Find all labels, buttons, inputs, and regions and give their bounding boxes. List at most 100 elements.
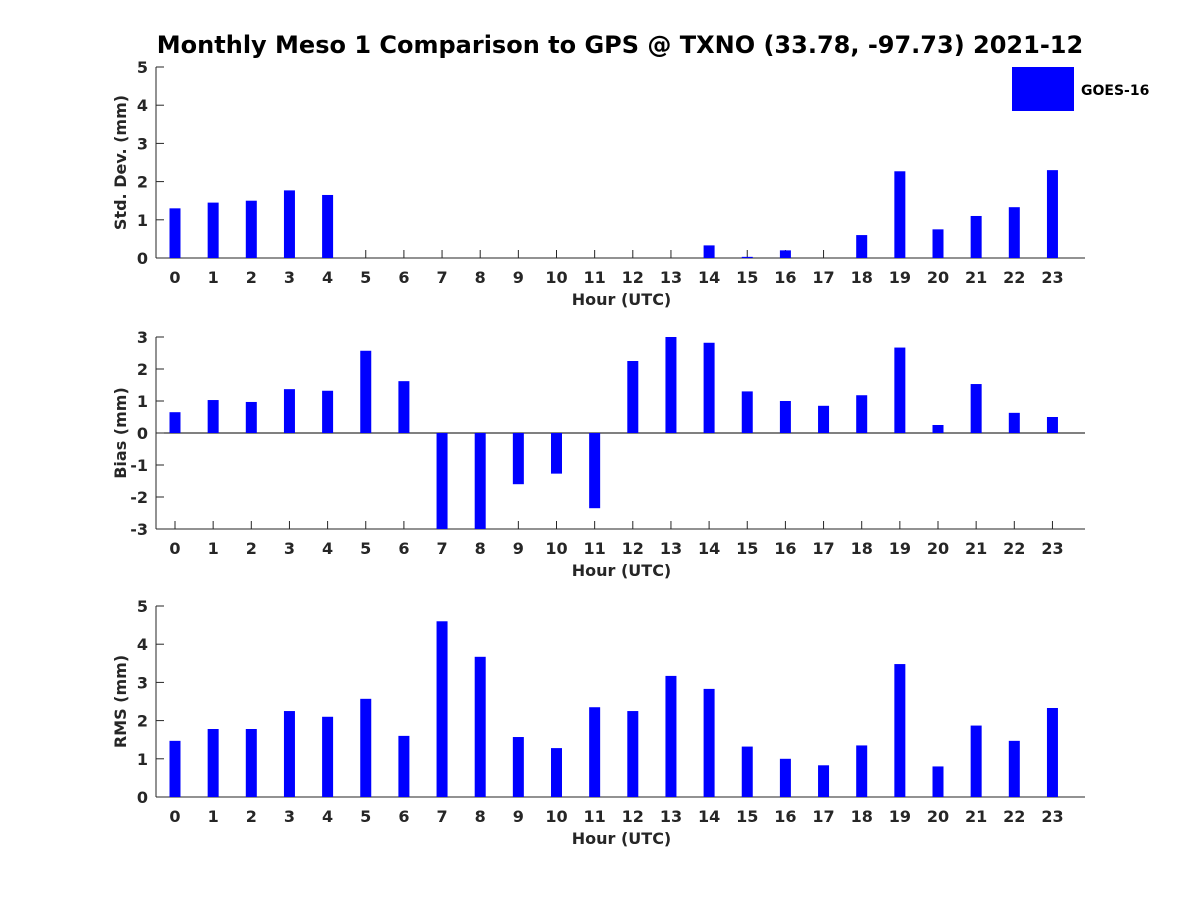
x-tick-label: 3 xyxy=(284,268,295,287)
bar-hour-17 xyxy=(818,765,830,797)
x-tick-label: 11 xyxy=(584,268,606,287)
y-tick-label: 1 xyxy=(137,211,148,230)
y-axis-label: Std. Dev. (mm) xyxy=(111,95,130,230)
bar-hour-14 xyxy=(703,342,715,433)
bar-hour-11 xyxy=(589,707,601,797)
chart-title: Monthly Meso 1 Comparison to GPS @ TXNO … xyxy=(157,31,1083,59)
y-tick-label: -3 xyxy=(130,520,148,539)
bar-hour-23 xyxy=(1046,417,1058,433)
x-tick-label: 10 xyxy=(545,539,567,558)
x-tick-label: 19 xyxy=(889,268,911,287)
bar-hour-22 xyxy=(1008,740,1020,797)
x-axis-label: Hour (UTC) xyxy=(572,829,672,848)
y-axis-label: Bias (mm) xyxy=(111,387,130,479)
x-tick-label: 23 xyxy=(1041,268,1063,287)
bar-hour-18 xyxy=(856,235,868,258)
x-tick-label: 11 xyxy=(584,807,606,826)
bar-hour-14 xyxy=(703,245,715,258)
bar-hour-21 xyxy=(970,215,982,258)
bar-hour-2 xyxy=(245,401,257,433)
bar-hour-16 xyxy=(779,401,791,433)
bar-hour-0 xyxy=(169,412,181,433)
bar-hour-10 xyxy=(551,748,562,797)
x-tick-label: 14 xyxy=(698,807,720,826)
bar-hour-17 xyxy=(818,405,830,433)
x-tick-label: 17 xyxy=(812,539,834,558)
x-tick-label: 4 xyxy=(322,539,333,558)
y-tick-label: 5 xyxy=(137,597,148,616)
bar-hour-4 xyxy=(322,390,334,433)
x-tick-label: 20 xyxy=(927,807,949,826)
bar-hour-18 xyxy=(856,395,868,433)
x-tick-label: 8 xyxy=(475,268,486,287)
x-tick-label: 16 xyxy=(774,539,796,558)
bar-hour-1 xyxy=(207,202,219,258)
x-tick-label: 9 xyxy=(513,539,524,558)
x-tick-label: 18 xyxy=(851,539,873,558)
x-tick-label: 3 xyxy=(284,539,295,558)
x-tick-label: 0 xyxy=(169,807,180,826)
x-tick-label: 19 xyxy=(889,539,911,558)
x-tick-label: 15 xyxy=(736,807,758,826)
bar-hour-22 xyxy=(1008,412,1020,433)
bar-hour-5 xyxy=(360,350,372,433)
bar-hour-20 xyxy=(932,766,944,797)
bar-hour-20 xyxy=(932,425,944,433)
x-tick-label: 21 xyxy=(965,807,987,826)
bar-hour-0 xyxy=(169,208,181,258)
x-tick-label: 12 xyxy=(622,539,644,558)
x-tick-label: 13 xyxy=(660,268,682,287)
x-tick-label: 0 xyxy=(169,539,180,558)
bar-hour-3 xyxy=(283,389,295,433)
bar-hour-21 xyxy=(970,384,982,433)
y-tick-label: 3 xyxy=(137,673,148,692)
x-tick-label: 17 xyxy=(812,807,834,826)
bar-hour-5 xyxy=(360,698,372,797)
bar-hour-1 xyxy=(207,729,219,797)
bar-hour-12 xyxy=(627,711,639,797)
x-tick-label: 8 xyxy=(475,539,486,558)
bar-hour-23 xyxy=(1046,170,1058,258)
x-tick-label: 1 xyxy=(208,268,219,287)
x-tick-label: 8 xyxy=(475,807,486,826)
legend: GOES-16 xyxy=(1012,67,1149,111)
bar-hour-16 xyxy=(779,250,791,258)
x-tick-label: 4 xyxy=(322,807,333,826)
x-tick-label: 7 xyxy=(436,539,447,558)
x-tick-label: 13 xyxy=(660,807,682,826)
bar-hour-19 xyxy=(894,664,906,797)
x-tick-label: 16 xyxy=(774,807,796,826)
bar-hour-3 xyxy=(283,190,295,258)
x-tick-label: 5 xyxy=(360,807,371,826)
x-tick-label: 1 xyxy=(208,807,219,826)
y-tick-label: 0 xyxy=(137,424,148,443)
x-tick-label: 6 xyxy=(398,539,409,558)
x-tick-label: 19 xyxy=(889,807,911,826)
x-tick-label: 18 xyxy=(851,268,873,287)
x-tick-label: 7 xyxy=(436,268,447,287)
x-tick-label: 14 xyxy=(698,539,720,558)
x-tick-label: 20 xyxy=(927,539,949,558)
y-tick-label: 2 xyxy=(137,173,148,192)
x-tick-label: 14 xyxy=(698,268,720,287)
y-tick-label: 3 xyxy=(137,328,148,347)
bar-hour-20 xyxy=(932,229,944,258)
y-tick-label: -2 xyxy=(130,488,148,507)
x-tick-label: 6 xyxy=(398,807,409,826)
x-tick-label: 2 xyxy=(246,268,257,287)
bar-hour-9 xyxy=(512,737,524,797)
x-tick-label: 3 xyxy=(284,807,295,826)
x-tick-label: 1 xyxy=(208,539,219,558)
x-tick-label: 22 xyxy=(1003,807,1025,826)
x-tick-label: 11 xyxy=(584,539,606,558)
x-tick-label: 0 xyxy=(169,268,180,287)
x-tick-label: 23 xyxy=(1041,807,1063,826)
x-tick-label: 15 xyxy=(736,539,758,558)
bar-hour-14 xyxy=(703,688,715,797)
x-tick-label: 22 xyxy=(1003,539,1025,558)
bar-hour-8 xyxy=(474,433,486,529)
bar-hour-21 xyxy=(970,725,982,797)
